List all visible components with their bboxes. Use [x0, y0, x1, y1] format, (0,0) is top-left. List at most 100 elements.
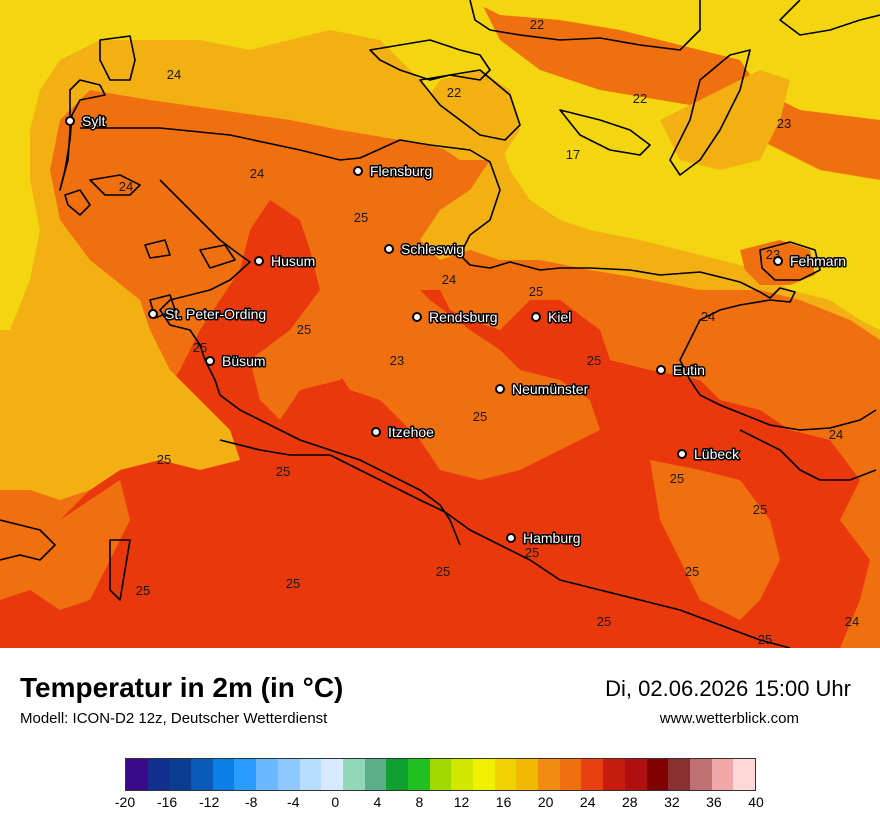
- colorbar-swatch: [711, 759, 734, 790]
- city-kiel[interactable]: Kiel: [531, 308, 573, 327]
- isotherm-label: 24: [845, 614, 859, 629]
- coast-isle-2: [64, 189, 91, 216]
- city-label: Eutin: [673, 362, 705, 378]
- colorbar-swatch: [191, 759, 213, 790]
- city-buesum[interactable]: Büsum: [205, 352, 267, 371]
- isotherm-label: 25: [597, 614, 611, 629]
- colorbar-tick-label: -4: [287, 794, 300, 810]
- isotherm-label: 25: [436, 564, 450, 579]
- colorbar-ticks: -20 -16 -12 -8 -4 0 4 8 12 16 20 24 28 32 36 40: [0, 794, 880, 816]
- isotherm-label: 25: [136, 583, 150, 598]
- city-marker-dot: [65, 116, 75, 126]
- isotherm-label: 25: [354, 210, 368, 225]
- colorbar-swatch: [494, 759, 517, 790]
- coast-elbe-left: [109, 539, 131, 601]
- colorbar-swatch: [473, 759, 495, 790]
- isotherm-label: 25: [670, 471, 684, 486]
- temp-field-23: [0, 0, 880, 500]
- isotherm-label: 24: [701, 309, 715, 324]
- coast-border-east: [779, 0, 880, 36]
- city-luebeck[interactable]: Lübeck: [677, 445, 742, 464]
- coast-fehmarn: [759, 241, 821, 281]
- temperature-colorbar: [125, 758, 756, 791]
- city-marker-dot: [353, 166, 363, 176]
- isotherm-label: 25: [473, 409, 487, 424]
- city-fehmarn[interactable]: Fehmarn: [773, 252, 848, 271]
- isotherm-label: 24: [250, 166, 264, 181]
- isotherm-label: 25: [685, 564, 699, 579]
- city-label: Neumünster: [512, 381, 589, 397]
- temp-field-24-east: [650, 460, 780, 620]
- website-link[interactable]: www.wetterblick.com: [659, 710, 799, 727]
- coast-mainland-west: [99, 35, 136, 81]
- isotherm-label: 24: [119, 179, 133, 194]
- isotherm-label: 25: [529, 284, 543, 299]
- city-marker-dot: [656, 365, 666, 375]
- city-label: Büsum: [222, 353, 266, 369]
- city-st-peter-ording[interactable]: St. Peter-Ording: [148, 305, 268, 324]
- colorbar-tick-label: 36: [706, 794, 722, 810]
- coast-langeland: [559, 109, 651, 156]
- colorbar-tick-label: -20: [114, 794, 136, 810]
- isotherm-label: 25: [286, 576, 300, 591]
- city-sylt[interactable]: Sylt: [65, 112, 107, 131]
- isotherm-labels: 22 24 22 22 23 17 24 24 25 24 25 25 25 2…: [119, 17, 859, 647]
- colorbar-swatch: [126, 759, 148, 790]
- colorbar-swatch: [256, 759, 278, 790]
- colorbar-tick-label: 8: [415, 794, 424, 810]
- city-itzehoe[interactable]: Itzehoe: [371, 423, 436, 442]
- city-label: Kiel: [548, 309, 571, 325]
- city-flensburg[interactable]: Flensburg: [353, 162, 434, 181]
- coast-east: [739, 429, 877, 481]
- city-husum[interactable]: Husum: [254, 252, 317, 271]
- coast-west-sea: [159, 179, 461, 546]
- city-label: St. Peter-Ording: [165, 306, 266, 322]
- isotherm-label: 23: [777, 116, 791, 131]
- colorbar-swatch: [234, 759, 257, 790]
- coast-sylt: [59, 79, 106, 191]
- colorbar-swatch: [386, 759, 408, 790]
- city-neumuenster[interactable]: Neumünster: [495, 380, 590, 399]
- temperature-map: 22 24 22 22 23 17 24 24 25 24 25 25 25 2…: [0, 0, 880, 648]
- colorbar-tick-label: 28: [622, 794, 638, 810]
- colorbar-swatch: [559, 759, 582, 790]
- isotherm-label: 22: [633, 91, 647, 106]
- city-label: Fehmarn: [790, 253, 846, 269]
- coast-elbe-south: [0, 519, 56, 561]
- city-label: Husum: [271, 253, 315, 269]
- colorbar-swatch: [603, 759, 625, 790]
- colorbar-swatch: [581, 759, 604, 790]
- coast-border: [469, 0, 701, 51]
- city-marker-dot: [677, 449, 687, 459]
- city-rendsburg[interactable]: Rendsburg: [412, 308, 499, 327]
- city-label: Rendsburg: [429, 309, 498, 325]
- city-marker-dot: [412, 312, 422, 322]
- colorbar-swatch: [212, 759, 235, 790]
- coast-aeroe: [419, 69, 521, 141]
- city-label: Schleswig: [401, 241, 464, 257]
- colorbar-swatch: [364, 759, 387, 790]
- isotherm-label: 25: [193, 340, 207, 355]
- forecast-datetime: Di, 02.06.2026 15:00 Uhr: [605, 676, 851, 701]
- colorbar-swatch: [668, 759, 690, 790]
- city-schleswig[interactable]: Schleswig: [384, 240, 466, 259]
- temperature-map-svg: 22 24 22 22 23 17 24 24 25 24 25 25 25 2…: [0, 0, 880, 648]
- colorbar-swatch: [516, 759, 539, 790]
- colorbar-tick-label: 32: [664, 794, 680, 810]
- colorbar-swatch: [429, 759, 452, 790]
- isotherm-label: 25: [297, 322, 311, 337]
- colorbar-tick-label: -12: [199, 794, 220, 810]
- colorbar-tick-label: -8: [244, 794, 258, 810]
- colorbar-swatch: [299, 759, 322, 790]
- isotherm-label: 24: [167, 67, 181, 82]
- coast-isle-4: [199, 244, 236, 269]
- cities: Sylt Flensburg Schleswig Husum St. Peter…: [65, 112, 848, 548]
- isotherm-label: 24: [829, 427, 843, 442]
- isotherm-label: 23: [390, 353, 404, 368]
- colorbar-tick-label: 20: [537, 794, 554, 810]
- city-hamburg[interactable]: Hamburg: [506, 529, 582, 548]
- city-eutin[interactable]: Eutin: [656, 361, 706, 380]
- colorbar-swatch: [689, 759, 712, 790]
- city-marker-dot: [148, 309, 158, 319]
- city-label: Itzehoe: [388, 424, 434, 440]
